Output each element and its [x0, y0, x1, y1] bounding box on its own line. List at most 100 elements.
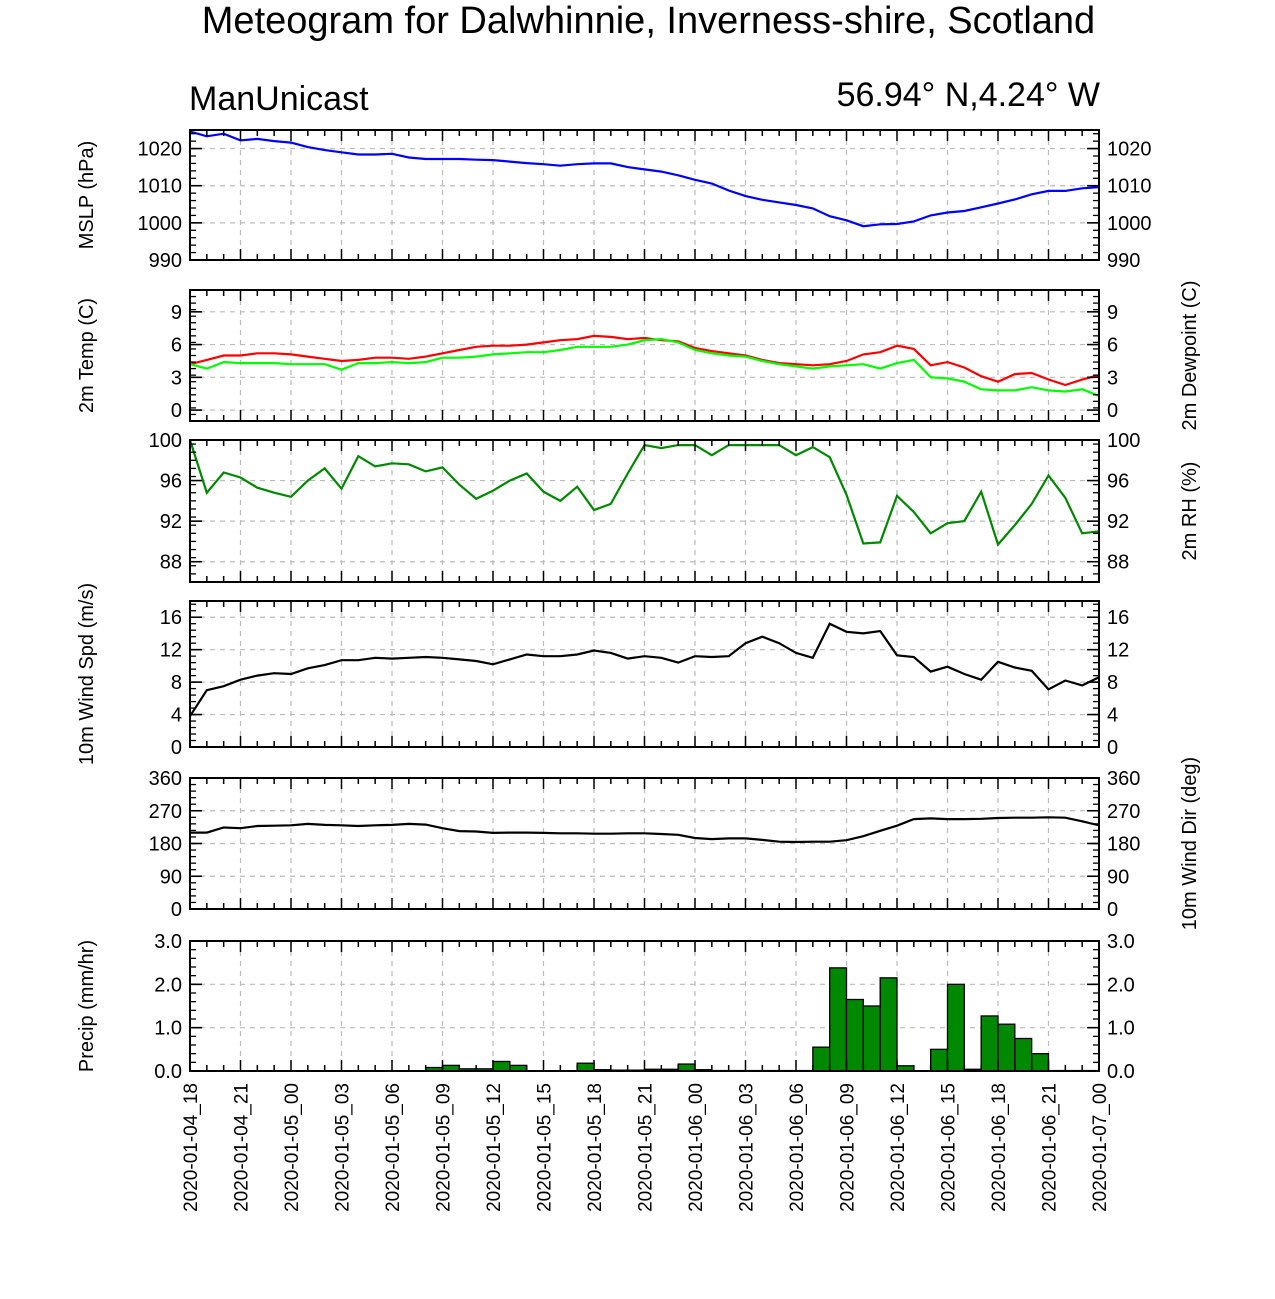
- y-tick-label-right: 1020: [1107, 139, 1152, 161]
- y-tick-label-right: 16: [1107, 607, 1129, 629]
- y-tick-label-left: 12: [160, 640, 182, 662]
- y-tick-label-left: 100: [149, 430, 182, 452]
- y-tick-label-right: 9: [1107, 302, 1118, 324]
- y-tick-label-right: 0: [1107, 400, 1118, 422]
- y-tick-label-left: 8: [171, 672, 182, 694]
- x-tick-label: 2020-01-05_09: [434, 1083, 455, 1212]
- y-tick-label-right: 8: [1107, 672, 1118, 694]
- x-tick-label: 2020-01-05_00: [282, 1083, 303, 1212]
- y-tick-label-left: 360: [149, 768, 182, 790]
- y-tick-label-left: 0: [171, 400, 182, 422]
- precip-bar: [946, 983, 965, 1072]
- y-tick-label-left: 0.0: [154, 1061, 182, 1083]
- y-tick-label-left: 4: [171, 705, 182, 727]
- y-tick-label-right: 360: [1107, 768, 1140, 790]
- x-tick-label: 2020-01-06_03: [737, 1083, 758, 1212]
- y-tick-label-left: 2.0: [154, 974, 182, 996]
- precip-bar: [1031, 1053, 1050, 1072]
- y-tick-label-right: 990: [1107, 250, 1140, 272]
- y-tick-label-right: 0: [1107, 737, 1118, 759]
- x-tick-label: 2020-01-05_21: [636, 1083, 657, 1212]
- panel-rh: 88 88 92 92 96 96 100 100 2m RH (%): [149, 430, 1201, 583]
- y-tick-label-right: 1000: [1107, 213, 1152, 235]
- chart-title: Meteogram for Dalwhinnie, Inverness-shir…: [201, 0, 1096, 42]
- y-tick-label-left: 180: [149, 834, 182, 856]
- panel-temp_dewpoint: 0 0 3 3 6 6 9 9 2m Temp (C) 2m Dewpoint (C): [76, 280, 1201, 430]
- y-tick-label-left: 1.0: [154, 1018, 182, 1040]
- x-tick-label: 2020-01-05_15: [535, 1083, 556, 1212]
- location-label: 56.94° N,4.24° W: [836, 76, 1100, 114]
- y-tick-label-left: 88: [160, 552, 182, 574]
- y-tick-label-right: 3: [1107, 367, 1118, 389]
- precip-bar: [862, 1005, 881, 1072]
- y-tick-label-left: 990: [149, 250, 182, 272]
- y-tick-label-left: 1000: [138, 213, 183, 235]
- y-tick-label-right: 1010: [1107, 176, 1152, 198]
- x-tick-label: 2020-01-05_18: [585, 1083, 606, 1212]
- precip-bar: [576, 1062, 595, 1072]
- y-tick-label-left: 1020: [138, 139, 183, 161]
- x-tick-label: 2020-01-05_12: [484, 1083, 505, 1212]
- x-tick-label: 2020-01-06_06: [787, 1083, 808, 1212]
- x-tick-label: 2020-01-07_00: [1090, 1083, 1111, 1212]
- y-tick-label-right: 0.0: [1107, 1061, 1135, 1083]
- y-tick-label-right: 1.0: [1107, 1018, 1135, 1040]
- precip-bar: [997, 1023, 1016, 1072]
- y-tick-label-left: 9: [171, 302, 182, 324]
- y-tick-label-left: 0: [171, 737, 182, 759]
- precip-bar: [492, 1060, 511, 1072]
- precip-bar: [812, 1046, 831, 1072]
- y-tick-label-left: 3.0: [154, 931, 182, 953]
- series-line-wind_dir: [190, 816, 1100, 844]
- model-label: ManUnicast: [189, 80, 369, 118]
- y-tick-label-left: 3: [171, 367, 182, 389]
- y-tick-label-left: 16: [160, 607, 182, 629]
- panel-wind_speed: 0 0 4 4 8 8 12 12 16 16 10m Wind Spd (m/s): [76, 583, 1129, 765]
- y-tick-label-right: 90: [1107, 866, 1129, 888]
- y-tick-label-right: 4: [1107, 705, 1118, 727]
- y-tick-label-left: 0: [171, 899, 182, 921]
- precip-bar: [980, 1015, 999, 1072]
- panel-precip: 0.0 0.0 1.0 1.0 2.0 2.0 3.0 3.0 Precip (mm/hr): [76, 931, 1135, 1083]
- y-tick-label-left: 92: [160, 511, 182, 533]
- y-tick-label-right: 3.0: [1107, 931, 1135, 953]
- x-tick-label: 2020-01-05_03: [333, 1083, 354, 1212]
- precip-bar: [879, 977, 898, 1072]
- y-tick-label-left: 270: [149, 801, 182, 823]
- x-tick-label: 2020-01-06_09: [838, 1083, 859, 1212]
- y-tick-label-right: 88: [1107, 552, 1129, 574]
- y-axis-title-right: 10m Wind Dir (deg): [1179, 757, 1201, 930]
- y-tick-label-right: 2.0: [1107, 974, 1135, 996]
- x-tick-label: 2020-01-06_21: [1040, 1083, 1061, 1212]
- y-axis-title-right: 2m RH (%): [1179, 462, 1201, 561]
- x-tick-label: 2020-01-06_12: [888, 1083, 909, 1212]
- series-line-temp: [189, 334, 1100, 387]
- series-line-dewpoint: [189, 337, 1100, 397]
- series-line-wind_speed: [189, 622, 1100, 717]
- y-tick-label-right: 270: [1107, 801, 1140, 823]
- x-tick-label: 2020-01-04_21: [232, 1083, 253, 1212]
- x-tick-label: 2020-01-06_18: [989, 1083, 1010, 1212]
- series-line-mslp: [189, 130, 1100, 228]
- y-axis-title-left: Precip (mm/hr): [76, 940, 98, 1072]
- y-tick-label-right: 6: [1107, 335, 1118, 357]
- y-tick-label-right: 12: [1107, 640, 1129, 662]
- panel-wind_dir: 0 0 90 90 180 180 270 270 360 360 10m Wind Dir (de…: [149, 757, 1201, 930]
- panel-mslp: 990 990 1000 1000 1010 1010 1020 1020 MSLP (hPa): [76, 129, 1152, 272]
- x-tick-label: 2020-01-05_06: [383, 1083, 404, 1212]
- x-tick-label: 2020-01-06_15: [939, 1083, 960, 1212]
- y-tick-label-right: 0: [1107, 899, 1118, 921]
- y-tick-label-left: 1010: [138, 176, 183, 198]
- y-tick-label-left: 90: [160, 866, 182, 888]
- y-axis-title-left: 10m Wind Spd (m/s): [76, 583, 98, 765]
- y-tick-label-right: 100: [1107, 430, 1140, 452]
- precip-bar: [930, 1048, 949, 1072]
- x-tick-label: 2020-01-06_00: [686, 1083, 707, 1212]
- y-tick-label-right: 92: [1107, 511, 1129, 533]
- y-axis-title-left: MSLP (hPa): [76, 141, 98, 250]
- y-axis-title-left: 2m Temp (C): [76, 298, 98, 413]
- y-tick-label-left: 96: [160, 471, 182, 493]
- y-tick-label-right: 180: [1107, 834, 1140, 856]
- y-tick-label-right: 96: [1107, 471, 1129, 493]
